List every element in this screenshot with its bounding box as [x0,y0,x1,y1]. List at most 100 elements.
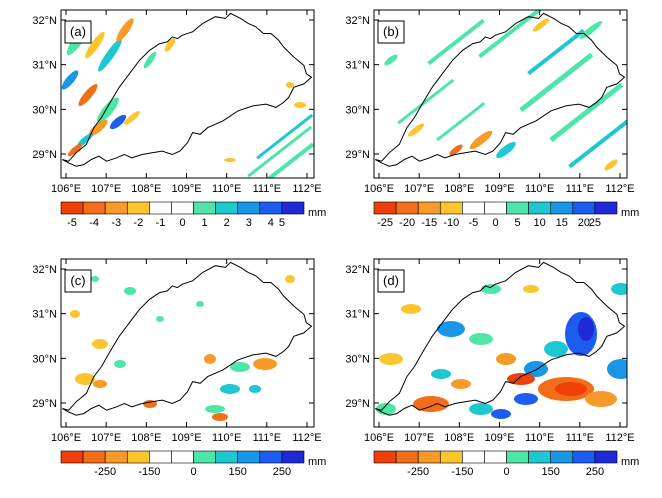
colorbar-tick-label: 2 [224,217,230,229]
panel-d: 32°N 31°N 30°N 29°N 106°E 107°E 108°E 109°E 110°… [331,249,662,498]
lon-tick-label: 108°E [131,183,161,195]
colorbar-unit: mm [621,207,639,219]
map-d: 32°N 31°N 30°N 29°N 106°E 107°E 108°E 109°E 110°… [345,258,639,478]
colorbar-tick-label: -10 [443,217,459,229]
lon-tick-label: 111°E [566,432,594,444]
map-frame-c [60,258,315,428]
lon-tick-label: 110°E [212,183,241,195]
colorbar-swatch [528,201,552,215]
colorbar-swatch [126,201,150,215]
lon-tick-label: 110°E [525,432,554,444]
panel-b: 32°N 31°N 30°N 29°N 106°E 107°E 108°E 109°E 110°… [331,0,662,249]
colorbar-swatch [104,201,128,215]
lat-tick-label: 32°N [345,15,370,27]
colorbar-swatch [149,201,172,215]
colorbar-swatch [395,201,419,215]
colorbar-tick-label: 0 [492,217,498,229]
panel-label-box-b [377,20,405,44]
colorbar-d: -250 -150 0 150 250 mm [373,450,639,478]
lat-tick-label: 32°N [32,264,57,276]
colorbar-swatch [395,450,419,464]
colorbar-swatch [60,201,84,215]
colorbar-swatch [439,201,463,215]
colorbar-tick-label: 150 [542,466,560,478]
lon-tick-label: 109°E [484,183,514,195]
colorbar-swatch [281,450,305,464]
colorbar-tick-label: -20 [399,217,415,229]
panel-label-b: (b) [383,24,399,39]
colorbar-swatch [82,450,106,464]
region-boundary-c [62,261,313,416]
map-frame-d [373,258,628,428]
region-boundary-a [62,12,313,167]
panel-a: 32°N 31°N 30°N 29°N 106°E 107°E 108°E 109°E 110°… [0,0,331,249]
colorbar-swatch [594,201,618,215]
colorbar-swatch [237,201,261,215]
region-boundary-b [375,12,626,167]
axis-ticks-c: 32°N 31°N 30°N 29°N 106°E 107°E 108°E 109°E 110°… [32,259,322,444]
lon-tick-label: 107°E [91,432,121,444]
colorbar-swatch [171,201,194,215]
colorbar-tick-label: -4 [89,217,99,229]
colorbar-tick-label: 0 [179,217,185,229]
colorbar-swatch [484,201,507,215]
colorbar-c: -250 -150 0 150 250 mm [60,450,326,478]
panel-label-box-c [64,269,92,293]
colorbar-tick-label: -250 [407,466,429,478]
lon-tick-label: 111°E [566,183,594,195]
lat-tick-label: 31°N [345,60,370,72]
colorbar-swatch [594,450,618,464]
lon-tick-label: 106°E [364,432,394,444]
colorbar-swatch [171,450,194,464]
colorbar-swatch [281,201,305,215]
colorbar-tick-label: 10 [534,217,546,229]
colorbar-swatch [417,201,441,215]
colorbar-tick-label: 25 [589,217,601,229]
colorbar-swatch [215,450,239,464]
colorbar-tick-label: 5 [279,217,285,229]
lat-tick-label: 30°N [345,104,370,116]
panel-label-box-a [64,20,92,44]
colorbar-swatch [60,450,84,464]
colorbar-swatch [528,450,552,464]
precip-field-a [61,18,314,178]
panel-label-a: (a) [70,24,86,39]
precip-field-c [70,275,295,421]
lon-tick-label: 106°E [51,432,81,444]
lon-tick-label: 110°E [525,183,554,195]
lat-tick-label: 31°N [32,309,57,321]
colorbar-swatch [215,201,239,215]
lon-tick-label: 106°E [51,183,81,195]
lon-tick-label: 107°E [404,432,434,444]
lon-tick-label: 111°E [253,183,281,195]
lon-tick-label: 110°E [212,432,241,444]
lat-tick-label: 29°N [32,149,57,161]
colorbar-swatch [82,201,106,215]
colorbar-tick-label: 0 [190,466,196,478]
colorbar-swatch [126,450,150,464]
colorbar-tick-label: 5 [515,217,521,229]
colorbar-a: -5 -4 -3 -2 -1 0 1 2 3 4 5 mm [60,201,326,229]
colorbar-unit: mm [308,456,326,468]
map-frame-a [60,9,315,179]
colorbar-swatch [193,201,216,215]
colorbar-swatch [149,450,172,464]
colorbar-tick-label: -1 [156,217,166,229]
colorbar-swatch [237,450,261,464]
colorbar-swatch [259,450,283,464]
colorbar-tick-label: -2 [133,217,143,229]
colorbar-tick-label: 250 [273,466,291,478]
lat-tick-label: 32°N [345,264,370,276]
lat-tick-label: 30°N [32,353,57,365]
axis-ticks-b: 32°N 31°N 30°N 29°N 106°E 107°E 108°E 109°E 110°… [345,10,635,195]
colorbar-swatch [462,450,485,464]
map-a: 32°N 31°N 30°N 29°N 106°E 107°E 108°E 109°E 110°… [32,9,326,229]
lat-tick-label: 31°N [345,309,370,321]
lat-tick-label: 31°N [32,60,57,72]
lat-tick-label: 30°N [32,104,57,116]
colorbar-swatch [373,450,397,464]
colorbar-tick-label: -25 [377,217,393,229]
lon-tick-label: 112°E [605,432,634,444]
colorbar-swatch [572,450,596,464]
lon-tick-label: 112°E [605,183,634,195]
